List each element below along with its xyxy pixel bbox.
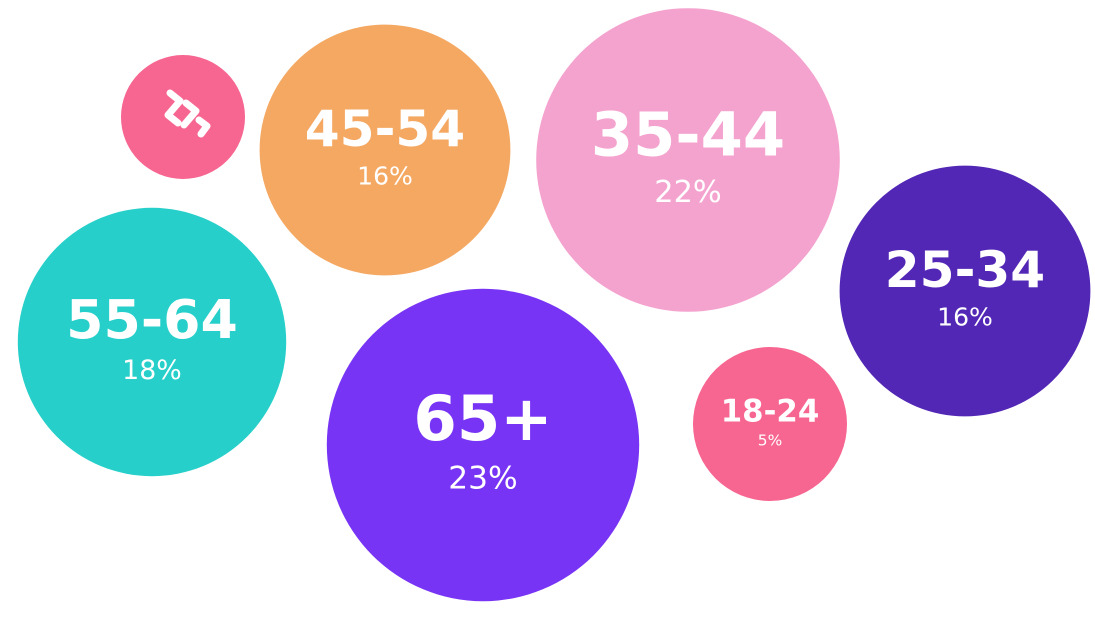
bubble (326, 288, 640, 602)
bubble-value-label: 16% (937, 303, 993, 332)
bubble-label: 18-24 (721, 394, 820, 430)
logo (121, 55, 245, 179)
bubble-label: 25-34 (885, 240, 1045, 299)
bubble (693, 347, 847, 501)
bubble (536, 8, 840, 312)
bubble-label: 45-54 (305, 99, 465, 158)
bubble-label: 55-64 (66, 288, 238, 351)
bubble-value-label: 22% (654, 175, 721, 210)
logo-circle (121, 55, 245, 179)
logo-mark (180, 99, 200, 129)
bubble-label: 65+ (413, 382, 552, 455)
logo-mark (164, 89, 184, 127)
bubble (17, 207, 287, 477)
bubble-label: 35-44 (591, 100, 785, 170)
bubble (259, 24, 511, 276)
bubble-value-label: 16% (357, 162, 413, 191)
bubble-value-label: 23% (448, 460, 517, 496)
bubble-value-label: 18% (122, 355, 182, 386)
bubble (839, 165, 1091, 417)
bubble-value-label: 5% (758, 431, 782, 449)
logo-mark (195, 116, 211, 138)
